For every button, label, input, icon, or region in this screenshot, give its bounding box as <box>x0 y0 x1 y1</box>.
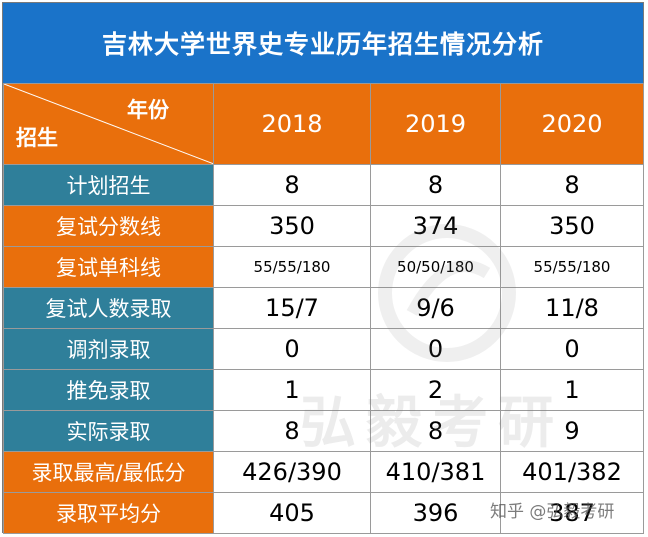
corner-year-label: 年份 <box>127 98 169 122</box>
row-label: 实际录取 <box>3 410 214 452</box>
cell-value: 350 <box>500 205 644 247</box>
table-row: 复试单科线 55/55/180 50/50/180 55/55/180 <box>3 246 644 288</box>
row-label: 复试人数录取 <box>3 287 214 329</box>
cell-value: 1 <box>213 369 371 411</box>
table-row: 复试人数录取 15/7 9/6 11/8 <box>3 287 644 329</box>
year-header-2020: 2020 <box>500 83 644 165</box>
cell-value: 401/382 <box>500 451 644 493</box>
cell-value: 0 <box>213 328 371 370</box>
row-label: 推免录取 <box>3 369 214 411</box>
row-label: 计划招生 <box>3 164 214 206</box>
cell-value: 55/55/180 <box>213 246 371 288</box>
cell-value: 0 <box>370 328 501 370</box>
table-row: 推免录取 1 2 1 <box>3 369 644 411</box>
table-row: 复试分数线 350 374 350 <box>3 205 644 247</box>
row-label: 复试单科线 <box>3 246 214 288</box>
cell-value: 8 <box>213 164 371 206</box>
table-row: 实际录取 8 8 9 <box>3 410 644 452</box>
row-label: 调剂录取 <box>3 328 214 370</box>
year-header-2018: 2018 <box>213 83 371 165</box>
cell-value: 50/50/180 <box>370 246 501 288</box>
row-label: 复试分数线 <box>3 205 214 247</box>
cell-value: 410/381 <box>370 451 501 493</box>
table-title: 吉林大学世界史专业历年招生情况分析 <box>3 3 643 83</box>
table-row: 调剂录取 0 0 0 <box>3 328 644 370</box>
cell-value: 1 <box>500 369 644 411</box>
cell-value: 15/7 <box>213 287 371 329</box>
cell-value: 8 <box>370 164 501 206</box>
cell-value: 0 <box>500 328 644 370</box>
cell-value: 55/55/180 <box>500 246 644 288</box>
cell-value: 9 <box>500 410 644 452</box>
cell-value: 350 <box>213 205 371 247</box>
table-row: 录取平均分 405 396 387 <box>3 492 644 534</box>
cell-value: 11/8 <box>500 287 644 329</box>
admission-table: 年份 招生 2018 2019 2020 计划招生 8 8 8 复试分数线 35… <box>3 83 644 534</box>
cell-value: 8 <box>213 410 371 452</box>
table-row: 计划招生 8 8 8 <box>3 164 644 206</box>
cell-value: 405 <box>213 492 371 534</box>
cell-value: 426/390 <box>213 451 371 493</box>
year-header-2019: 2019 <box>370 83 501 165</box>
cell-value: 8 <box>500 164 644 206</box>
cell-value: 2 <box>370 369 501 411</box>
row-label: 录取平均分 <box>3 492 214 534</box>
row-label: 录取最高/最低分 <box>3 451 214 493</box>
corner-enroll-label: 招生 <box>16 126 58 150</box>
cell-value: 387 <box>500 492 644 534</box>
corner-cell: 年份 招生 <box>3 83 214 165</box>
diagonal-divider <box>4 84 213 164</box>
cell-value: 374 <box>370 205 501 247</box>
cell-value: 8 <box>370 410 501 452</box>
header-row: 年份 招生 2018 2019 2020 <box>3 83 644 165</box>
cell-value: 396 <box>370 492 501 534</box>
table-row: 录取最高/最低分 426/390 410/381 401/382 <box>3 451 644 493</box>
cell-value: 9/6 <box>370 287 501 329</box>
